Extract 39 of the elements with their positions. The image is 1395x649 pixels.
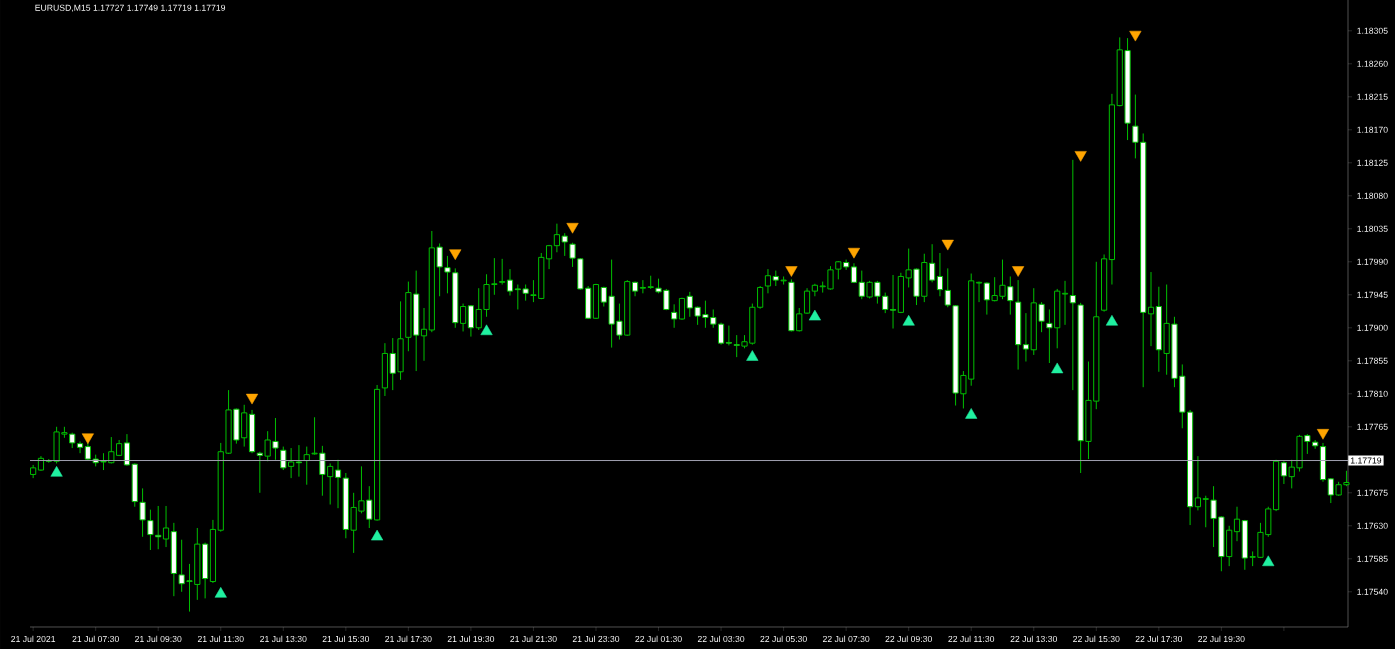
y-tick-label: 1.18035 (1357, 225, 1388, 232)
y-tick-label: 1.18125 (1357, 159, 1388, 166)
x-tick-label: 22 Jul 05:30 (760, 635, 807, 643)
x-tick-label: 21 Jul 15:30 (322, 635, 370, 643)
x-tick-label: 21 Jul 2021 (11, 635, 56, 643)
y-tick-label: 1.17630 (1357, 522, 1388, 529)
x-tick-label: 22 Jul 17:30 (1135, 635, 1183, 643)
x-tick-label: 21 Jul 19:30 (447, 635, 495, 643)
chart-title: EURUSD,M15 1.17727 1.17749 1.17719 1.17719 (35, 4, 226, 12)
x-tick-label: 22 Jul 09:30 (885, 635, 932, 643)
y-tick-label: 1.18170 (1357, 126, 1388, 133)
x-tick-label: 21 Jul 23:30 (572, 635, 620, 643)
y-tick-label: 1.17810 (1357, 390, 1388, 397)
x-tick-label: 21 Jul 13:30 (260, 635, 307, 643)
x-tick-label: 22 Jul 11:30 (948, 635, 995, 643)
y-tick-label: 1.18080 (1357, 192, 1388, 199)
y-tick-label: 1.17585 (1357, 555, 1388, 562)
y-tick-label: 1.18305 (1357, 27, 1388, 34)
y-tick-label: 1.17945 (1357, 291, 1388, 298)
y-tick-label: 1.18260 (1357, 60, 1388, 67)
x-tick-label: 22 Jul 15:30 (1073, 635, 1120, 643)
x-tick-label: 22 Jul 01:30 (635, 635, 682, 643)
x-tick-label: 22 Jul 07:30 (822, 635, 870, 643)
y-tick-label: 1.17855 (1357, 357, 1388, 364)
x-tick-label: 21 Jul 07:30 (72, 635, 119, 643)
y-tick-label: 1.17675 (1357, 489, 1388, 496)
x-tick-label: 22 Jul 03:30 (697, 635, 745, 643)
x-tick-label: 21 Jul 11:30 (197, 635, 244, 643)
x-tick-label: 21 Jul 17:30 (385, 635, 432, 643)
x-tick-label: 22 Jul 13:30 (1010, 635, 1057, 643)
y-tick-label: 1.17990 (1357, 258, 1388, 265)
y-tick-label: 1.17900 (1357, 324, 1388, 331)
y-tick-label: 1.17765 (1357, 423, 1388, 430)
y-tick-label: 1.18215 (1357, 93, 1388, 100)
y-tick-label: 1.17540 (1357, 588, 1388, 595)
ref-line-label: 1.17719 (1350, 457, 1382, 464)
x-tick-label: 21 Jul 09:30 (135, 635, 182, 643)
x-tick-label: 21 Jul 21:30 (510, 635, 557, 643)
x-tick-label: 22 Jul 19:30 (1198, 635, 1245, 643)
